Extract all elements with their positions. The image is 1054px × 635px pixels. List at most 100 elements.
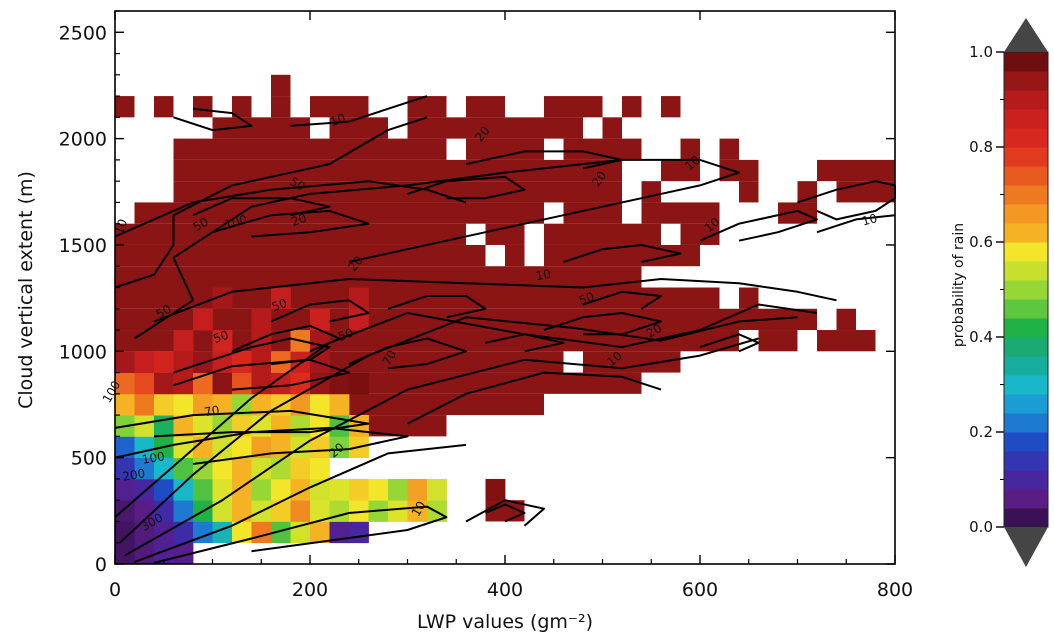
colorbar-segment [1004,90,1048,110]
colorbar-segment [1004,109,1048,129]
heatmap-cell [407,500,428,522]
heatmap-cell [115,308,817,331]
heatmap-cell [232,372,252,395]
heatmap-cell [622,96,642,118]
colorbar-segment [1004,451,1048,471]
colorbar-tick-label: 1.0 [969,43,993,61]
heatmap-cell [134,415,155,437]
heatmap-cell [407,96,447,118]
colorbar-segment [1004,147,1048,167]
colorbar-segment [1004,470,1048,490]
heatmap-cell [466,96,505,118]
heatmap-cell [173,393,194,416]
heatmap-cell [193,415,213,437]
heatmap-cell [310,500,330,522]
heatmap-cell [251,308,272,331]
heatmap-cell [544,244,700,267]
heatmap-cell [115,351,135,373]
contour-label: 20 [289,211,308,229]
colorbar-segment [1004,128,1048,148]
heatmap-cell [173,500,194,522]
heatmap-cell [115,542,135,565]
contour-label: 50 [287,174,307,194]
heatmap-cell [680,138,700,160]
colorbar-segment [1004,318,1048,338]
colorbar-segment [1004,185,1048,205]
contour-label: 70 [203,403,220,419]
heatmap-cell [154,351,174,373]
heatmap-cell [173,521,194,544]
heatmap-cell [836,308,856,331]
heatmap-cell [115,436,135,459]
colorbar-segment [1004,204,1048,224]
colorbar-segment [1004,432,1048,452]
contour-line [173,107,253,132]
contour-line [543,312,662,336]
heatmap-cell [115,96,135,118]
colorbar-extend-min [1004,527,1048,567]
colorbar-segment [1004,356,1048,376]
heatmap-cell [271,74,291,97]
heatmap-cell [739,181,759,203]
heatmap-cell [134,393,155,416]
heatmap-cell [290,500,311,522]
heatmap-cell [641,181,661,203]
contour-line [407,371,662,425]
heatmap-cell [271,372,291,395]
contour-label: 10 [409,499,429,519]
contour-label: 200 [121,466,146,484]
heatmap-cell [193,308,213,331]
heatmap-cell [251,351,272,373]
heatmap-cell [115,500,135,522]
heatmap-cell [134,372,155,395]
contour-label: 50 [336,326,355,344]
contour-label: 70 [380,348,400,368]
heatmap-cell [193,96,213,118]
heatmap-cell [290,457,311,480]
heatmap-cell [817,159,895,182]
heatmap-cell [563,138,642,160]
heatmap-cell [173,138,447,160]
heatmap-cell [271,287,291,310]
contour-line [153,278,837,323]
contour-line [231,324,341,353]
heatmap-cell [310,521,330,544]
contour-line [465,150,623,170]
heatmap-cell [173,478,194,501]
heatmap-cell [271,500,291,522]
heatmap-cell [680,223,720,245]
heatmap-cell [778,202,817,224]
heatmap-cell [739,287,759,309]
x-tick-label: 0 [109,579,121,601]
y-axis-title: Cloud vertical extent (m) [15,171,37,409]
contour-line [699,209,818,242]
heatmap-cell [368,415,447,437]
contour-line [290,95,428,127]
contour-label: 10 [860,211,878,228]
contour-line [114,303,818,518]
heatmap-cell [115,457,135,480]
colorbar-segment [1004,337,1048,357]
colorbar-tick-label: 0.8 [969,138,993,156]
heatmap-cell [368,478,389,501]
contour-line [270,299,370,323]
colorbar-tick-label: 0.4 [969,328,993,346]
x-axis-ticks: 0 200 400 600 800 [109,11,913,601]
heatmap-cell [310,415,330,437]
contour-label: 50 [270,296,289,314]
heatmap-cell [154,372,174,395]
contour-line [173,358,350,391]
contour-label: 10 [328,111,347,129]
heatmap-cell [661,159,700,182]
heatmap-cell [251,457,272,480]
heatmap-cell [115,393,135,416]
heatmap-cell [154,478,174,501]
heatmap-cell [544,96,603,118]
heatmap-cell [115,244,486,267]
colorbar-segment [1004,508,1048,528]
contour-line [407,175,526,200]
heatmap-cell [719,138,739,160]
y-tick-label: 1500 [59,235,107,257]
heatmap-cell [310,308,330,331]
contour-line [465,499,545,527]
